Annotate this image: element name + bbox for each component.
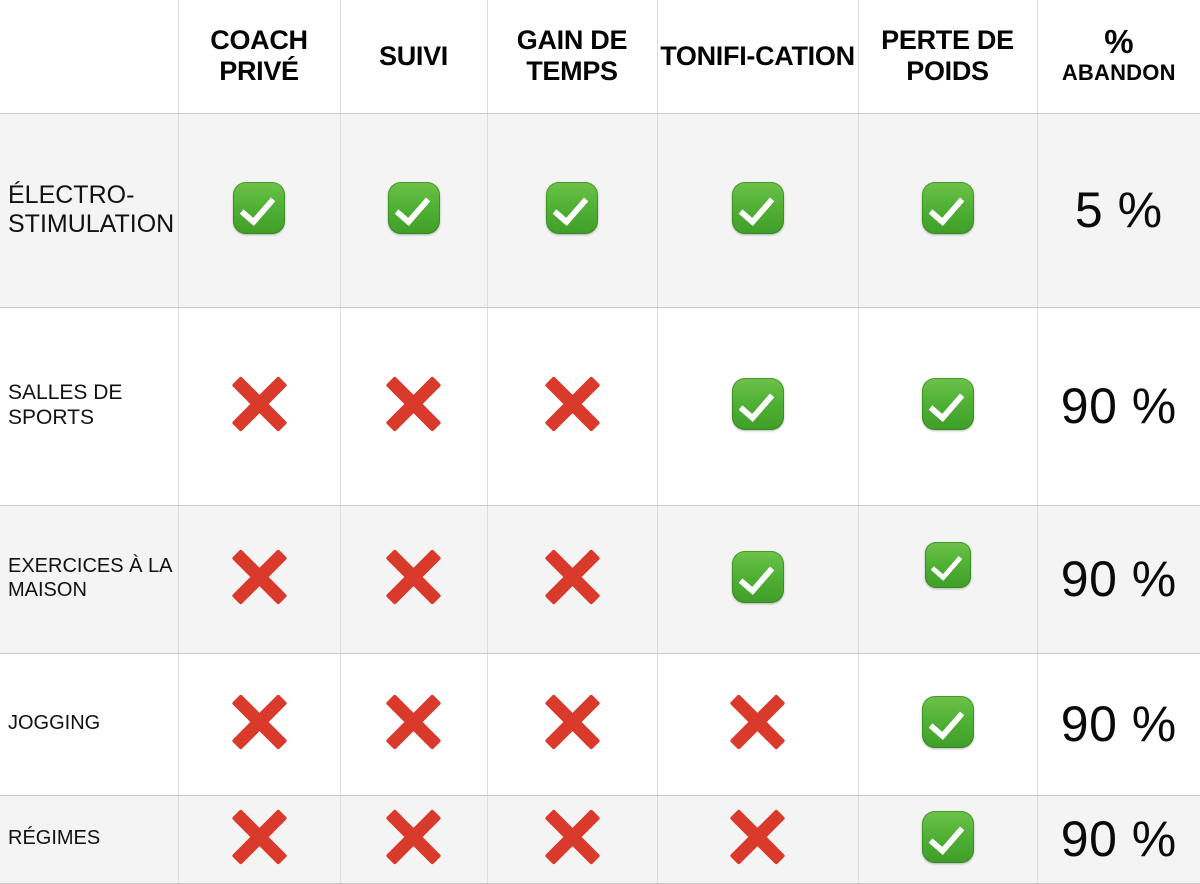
cross-mark-icon [385,693,443,751]
cell-regimes-pct-abandon: 90 % [1037,795,1200,883]
table-row: SALLES DE SPORTS 90 % [0,307,1200,505]
row-label-salles-de-sports: SALLES DE SPORTS [0,307,178,505]
cell-salles-de-sports-coach-prive [178,307,340,505]
header-row: COACH PRIVÉ SUIVI GAIN DE TEMPS TONIFI-C… [0,0,1200,113]
cell-salles-de-sports-perte-de-poids [858,307,1037,505]
header-tonification: TONIFI-CATION [657,0,858,113]
table-header: COACH PRIVÉ SUIVI GAIN DE TEMPS TONIFI-C… [0,0,1200,113]
cell-jogging-pct-abandon: 90 % [1037,653,1200,795]
cell-jogging-coach-prive [178,653,340,795]
cell-electro-stimulation-tonification [657,113,858,307]
header-gain-de-temps: GAIN DE TEMPS [487,0,657,113]
cell-salles-de-sports-tonification [657,307,858,505]
check-mark-icon [922,378,974,430]
cell-exercices-a-la-maison-pct-abandon: 90 % [1037,505,1200,653]
cell-jogging-tonification [657,653,858,795]
header-abandon-label: ABANDON [1038,58,1200,88]
table-row: RÉGIMES 90 % [0,795,1200,883]
check-mark-icon [922,696,974,748]
cell-electro-stimulation-gain-de-temps [487,113,657,307]
check-mark-icon [233,182,285,234]
table-row: EXERCICES À LA MAISON 90 % [0,505,1200,653]
cell-exercices-a-la-maison-perte-de-poids [858,505,1037,653]
check-mark-icon [388,182,440,234]
row-label-jogging: JOGGING [0,653,178,795]
cross-mark-icon [385,808,443,866]
cross-mark-icon [543,808,601,866]
check-mark-icon [546,182,598,234]
cell-exercices-a-la-maison-tonification [657,505,858,653]
row-label-regimes: RÉGIMES [0,795,178,883]
cell-exercices-a-la-maison-gain-de-temps [487,505,657,653]
check-mark-icon [925,542,971,588]
cross-mark-icon [230,375,288,433]
cell-regimes-perte-de-poids [858,795,1037,883]
row-label-electro-stimulation: ÉLECTRO-STIMULATION [0,113,178,307]
cell-salles-de-sports-pct-abandon: 90 % [1037,307,1200,505]
check-mark-icon [922,182,974,234]
cell-salles-de-sports-gain-de-temps [487,307,657,505]
cross-mark-icon [543,548,601,606]
cell-electro-stimulation-coach-prive [178,113,340,307]
table-row: JOGGING 90 % [0,653,1200,795]
table-body: ÉLECTRO-STIMULATION 5 % SALLES [0,113,1200,883]
cell-electro-stimulation-suivi [340,113,487,307]
cross-mark-icon [385,375,443,433]
cell-regimes-suivi [340,795,487,883]
cross-mark-icon [543,375,601,433]
header-pct-abandon: % ABANDON [1037,0,1200,113]
cell-electro-stimulation-perte-de-poids [858,113,1037,307]
row-label-exercices-a-la-maison: EXERCICES À LA MAISON [0,505,178,653]
check-mark-icon [732,551,784,603]
cell-regimes-coach-prive [178,795,340,883]
cross-mark-icon [729,693,787,751]
cross-mark-icon [385,548,443,606]
header-coach-prive: COACH PRIVÉ [178,0,340,113]
cross-mark-icon [543,693,601,751]
cell-salles-de-sports-suivi [340,307,487,505]
cell-jogging-gain-de-temps [487,653,657,795]
cell-jogging-perte-de-poids [858,653,1037,795]
cell-electro-stimulation-pct-abandon: 5 % [1037,113,1200,307]
check-mark-icon [922,811,974,863]
cell-exercices-a-la-maison-suivi [340,505,487,653]
check-mark-icon [732,182,784,234]
cross-mark-icon [230,548,288,606]
cross-mark-icon [729,808,787,866]
cell-jogging-suivi [340,653,487,795]
cross-mark-icon [230,693,288,751]
cell-regimes-tonification [657,795,858,883]
header-corner-empty [0,0,178,113]
table-row: ÉLECTRO-STIMULATION 5 % [0,113,1200,307]
cross-mark-icon [230,808,288,866]
header-suivi: SUIVI [340,0,487,113]
header-perte-de-poids: PERTE DE POIDS [858,0,1037,113]
cell-exercices-a-la-maison-coach-prive [178,505,340,653]
cell-regimes-gain-de-temps [487,795,657,883]
header-pct-symbol: % [1038,25,1200,58]
check-mark-icon [732,378,784,430]
